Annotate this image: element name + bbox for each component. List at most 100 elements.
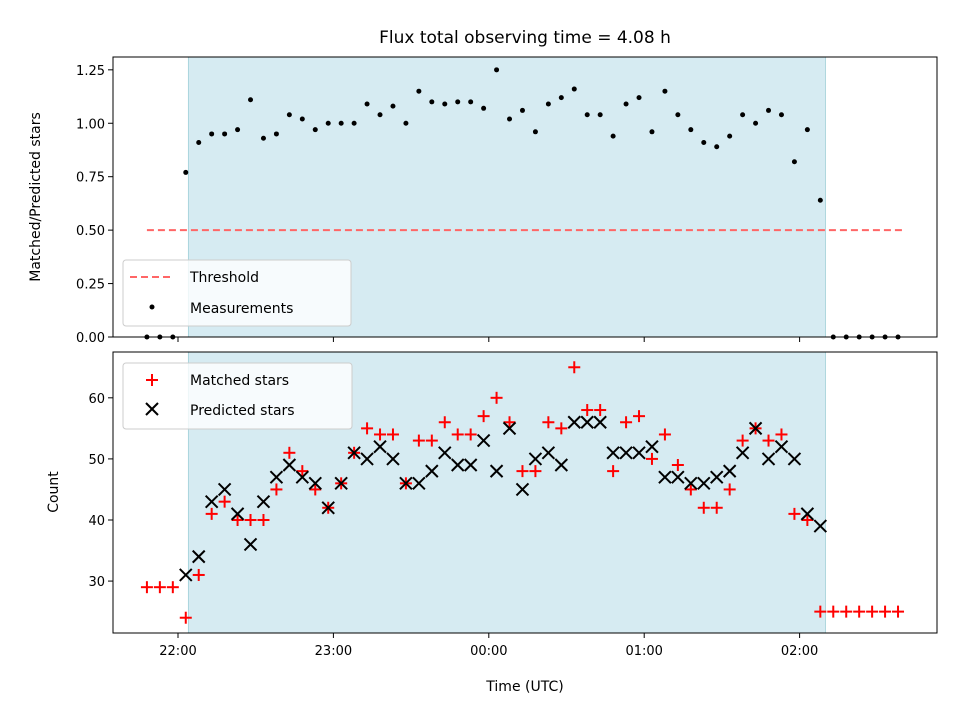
matched-star-point: [386, 428, 399, 441]
predicted-star-point: [243, 537, 258, 552]
predicted-star-point: [412, 476, 426, 491]
matched-star-point: [788, 507, 801, 520]
matched-star-point: [775, 428, 788, 441]
predicted-star-point: [386, 452, 400, 466]
matched-star-point: [879, 605, 892, 618]
matched-star-point: [658, 428, 671, 441]
predicted-star-point: [425, 464, 439, 478]
measurement-point: [584, 112, 590, 118]
matched-star-point: [503, 416, 516, 429]
legend-measurements-swatch: [149, 304, 155, 310]
predicted-star-point: [528, 452, 543, 466]
matched-star-point: [166, 581, 179, 594]
predicted-star-point: [800, 507, 815, 521]
measurement-point: [545, 101, 551, 107]
measurement-point: [286, 112, 292, 118]
matched-star-point: [866, 605, 879, 618]
measurement-point: [688, 127, 694, 133]
y-tick-label: 0.50: [76, 224, 105, 239]
legend-bottom: Matched stars Predicted stars: [122, 362, 353, 430]
measurement-point: [325, 120, 331, 126]
x-axis-label: Time (UTC): [485, 679, 563, 695]
predicted-star-point: [347, 446, 361, 460]
predicted-star-point: [580, 415, 594, 429]
chart-title: Flux total observing time = 4.08 h: [379, 28, 671, 48]
matched-star-point: [140, 581, 153, 594]
predicted-star-point: [567, 415, 581, 429]
matched-star-point: [542, 416, 555, 429]
predicted-star-point: [476, 433, 491, 448]
predicted-star-point: [722, 464, 737, 478]
predicted-star-point: [192, 549, 206, 564]
y-tick-label: 40: [88, 514, 105, 529]
predicted-star-point: [321, 501, 335, 515]
matched-star-point: [218, 495, 231, 508]
x-tick-label: 22:00: [159, 644, 196, 659]
measurement-point: [740, 112, 746, 118]
legend-box-top: [122, 259, 352, 327]
measurement-point: [455, 99, 461, 105]
measurement-point: [727, 133, 733, 139]
x-tick-label: 02:00: [781, 644, 818, 659]
predicted-star-point: [761, 452, 776, 466]
measurement-point: [817, 197, 823, 203]
y-axis-label-top: Matched/Predicted stars: [28, 112, 44, 282]
matched-star-point: [257, 513, 270, 526]
measurement-point: [753, 120, 759, 126]
axes-frame-top: [112, 56, 938, 338]
matched-star-point: [633, 410, 646, 423]
measurement-point: [610, 133, 616, 139]
measurement-point: [649, 129, 655, 135]
matched-star-point: [205, 507, 218, 520]
matched-star-point: [620, 416, 633, 429]
predicted-star-point: [735, 446, 750, 460]
measurement-point: [507, 116, 513, 122]
matched-star-point: [438, 416, 451, 429]
predicted-star-point: [438, 446, 452, 460]
matched-star-point: [568, 361, 581, 374]
predicted-star-point: [373, 439, 387, 454]
panel-ratio: 0.00 0.25 0.50 0.75 1.00 1.25 Matched/Predict…: [28, 56, 938, 346]
matched-star-point: [607, 465, 620, 478]
measurement-point: [248, 97, 254, 103]
matched-star-point: [244, 513, 257, 526]
matched-star-point: [801, 513, 814, 526]
matched-star-point: [581, 404, 594, 417]
predicted-star-point: [230, 507, 245, 521]
measurement-point: [623, 101, 629, 107]
predicted-star-point: [282, 458, 297, 472]
x-tick-label: 23:00: [315, 644, 352, 659]
matched-star-point: [645, 452, 658, 465]
y-tick-label: 50: [88, 453, 105, 468]
matched-star-point: [853, 605, 866, 618]
predicted-star-point: [463, 458, 478, 472]
predicted-star-point: [451, 458, 465, 472]
y-tick-label: 0.00: [76, 331, 105, 346]
matched-star-point: [412, 434, 425, 447]
measurement-point: [481, 105, 487, 111]
y-axis-label-bottom: Count: [46, 471, 62, 513]
matched-star-point: [309, 483, 322, 496]
predicted-star-point: [399, 476, 413, 491]
matched-star-point: [697, 501, 710, 514]
predicted-star-point: [787, 452, 802, 466]
matched-star-point: [374, 428, 387, 441]
measurement-point: [766, 107, 772, 113]
predicted-star-point: [593, 415, 607, 429]
legend-box-bottom: [122, 362, 353, 430]
measurement-point: [235, 127, 241, 133]
legend-label-threshold: Threshold: [189, 270, 259, 286]
predicted-star-point: [502, 421, 517, 436]
predicted-star-point: [489, 464, 504, 478]
legend-label-matched: Matched stars: [190, 373, 289, 389]
measurement-point: [351, 120, 357, 126]
y-tick-label: 0.25: [76, 278, 105, 293]
matched-star-point: [710, 501, 723, 514]
matched-star-point: [464, 428, 477, 441]
measurement-point: [416, 88, 422, 94]
predicted-star-point: [813, 519, 828, 533]
predicted-star-point: [619, 446, 633, 460]
predicted-star-point: [554, 458, 569, 472]
predicted-star-point: [269, 470, 284, 484]
matched-star-point: [723, 483, 736, 496]
